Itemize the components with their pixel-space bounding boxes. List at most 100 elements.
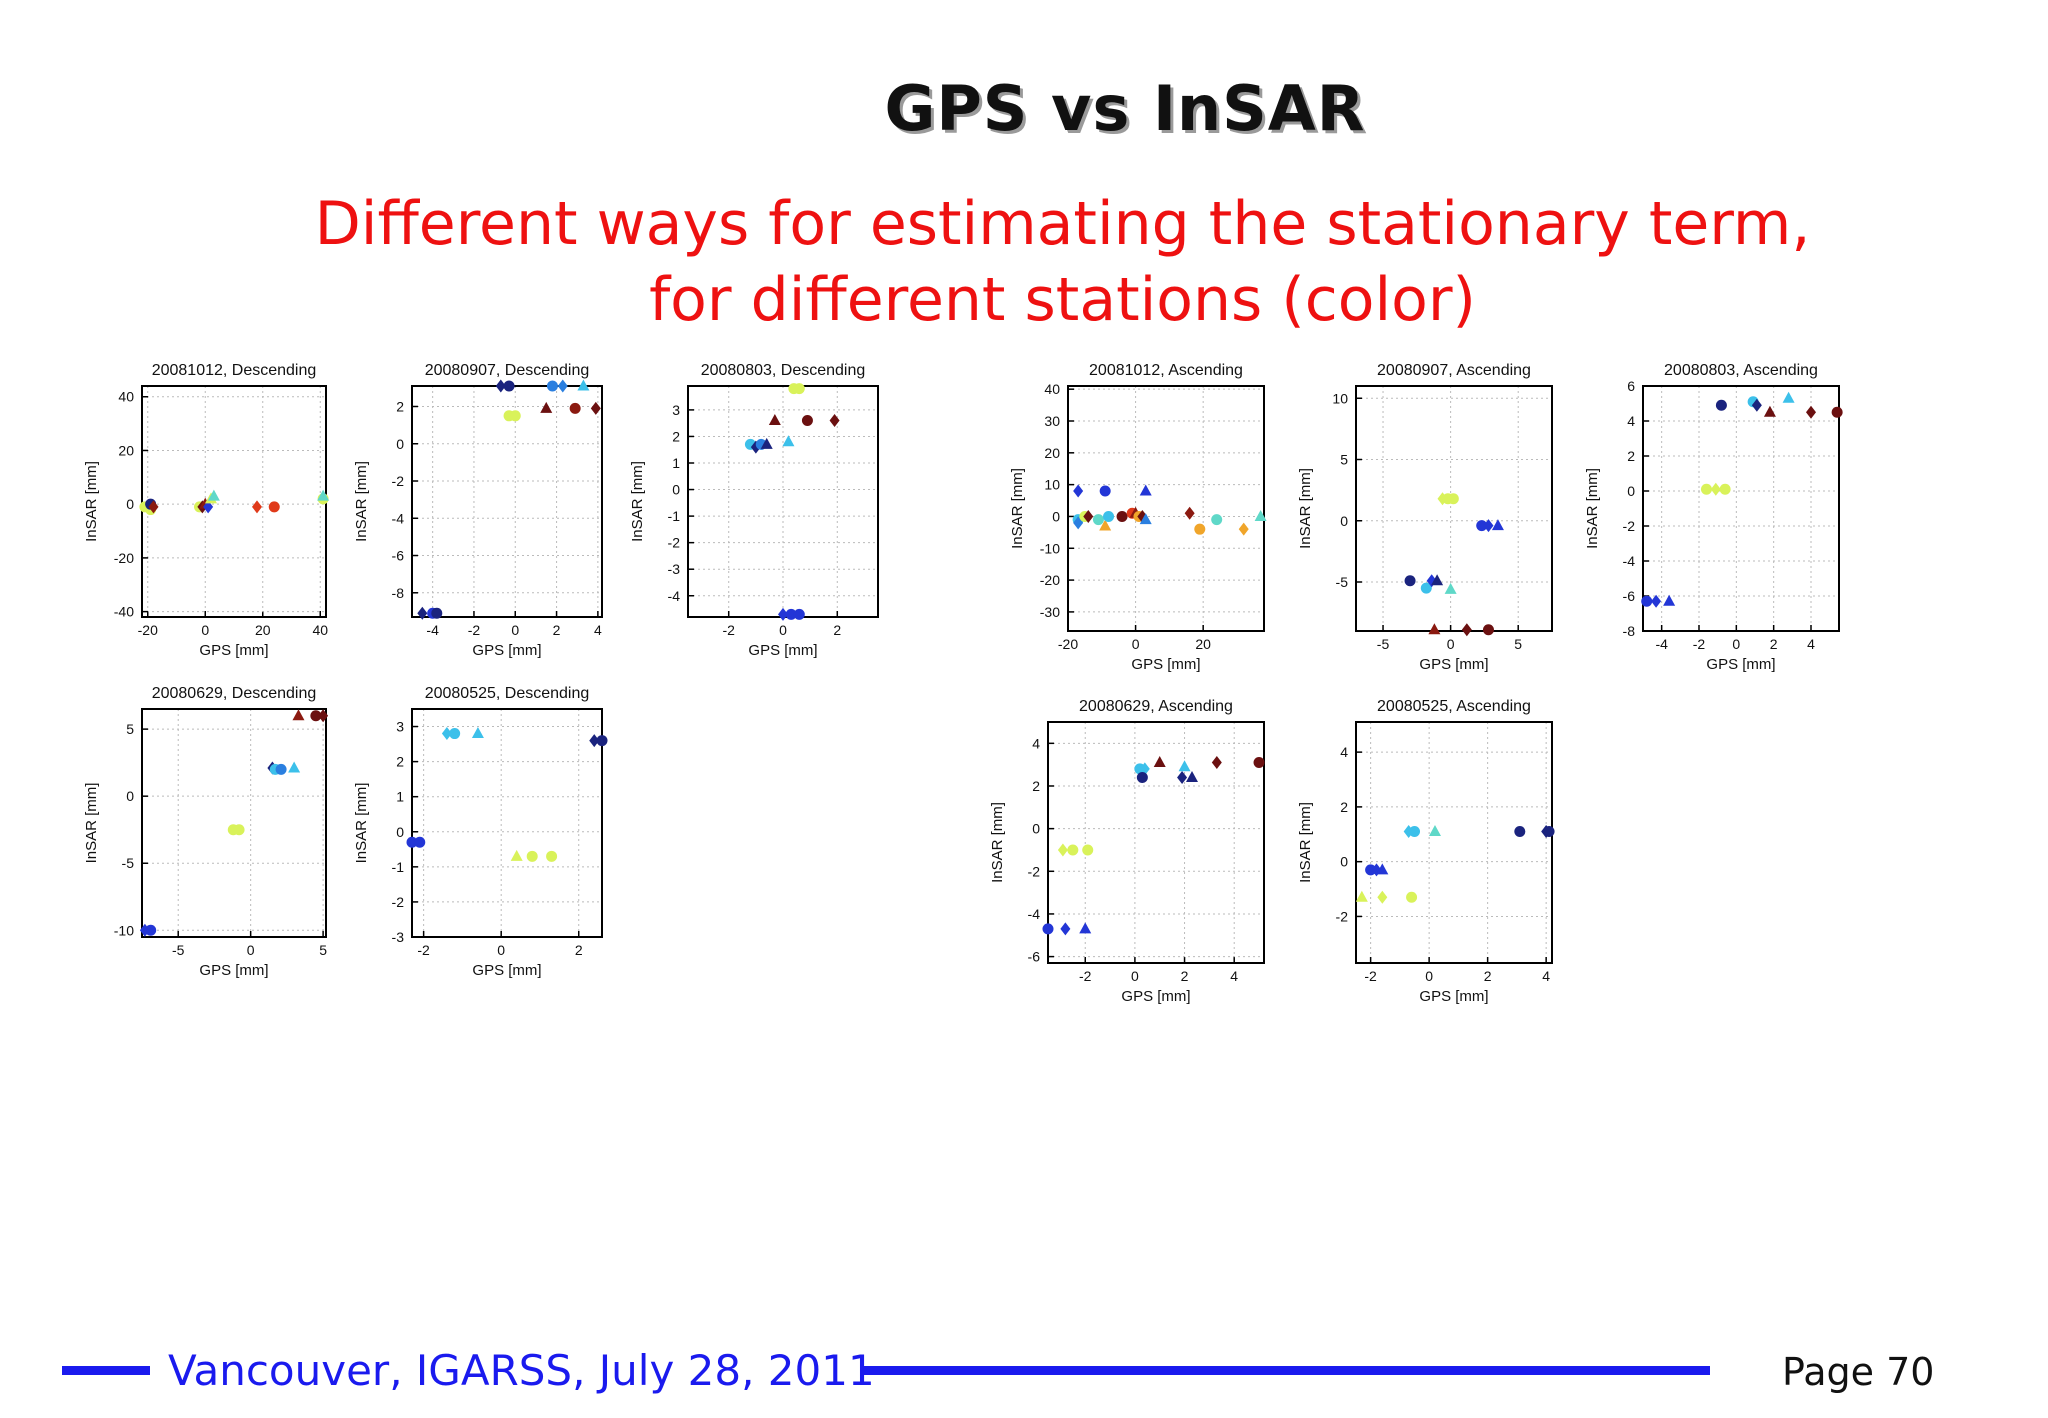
chart-6-xtick-label: -20: [1058, 636, 1078, 652]
chart-5-point-circle: [526, 850, 538, 862]
chart-4-xtick-label: 0: [247, 942, 255, 958]
chart-6-ytick-label: 30: [1044, 413, 1060, 429]
chart-3-ytick-label: -4: [668, 588, 681, 604]
chart-4-ytick-label: -10: [114, 922, 134, 938]
chart-8-xtick-label: 4: [1807, 636, 1815, 652]
chart-7-ytick-label: 5: [1340, 452, 1348, 468]
chart-1-xtick-label: 40: [312, 622, 328, 638]
chart-8-point-circle: [1641, 595, 1653, 607]
chart-3-xlabel: GPS [mm]: [748, 642, 817, 659]
chart-8-frame: [1642, 385, 1840, 632]
chart-1-xtick-label: 0: [201, 622, 209, 638]
chart-8-xtick-label: -2: [1693, 636, 1706, 652]
chart-10-xtick-label: 0: [1425, 968, 1433, 984]
chart-9-xtick-label: 0: [1131, 968, 1139, 984]
chart-7-point-triangle: [1491, 519, 1504, 531]
chart-5-ytick-label: 2: [396, 754, 404, 770]
page-number: Page 70: [1782, 1350, 1935, 1394]
chart-10-ytick-label: 2: [1340, 799, 1348, 815]
chart-7-point-circle: [1420, 582, 1432, 594]
chart-1-ytick-label: -40: [114, 604, 134, 620]
chart-9-point-circle: [1082, 844, 1094, 856]
chart-3-ylabel: InSAR [mm]: [629, 461, 646, 542]
chart-8-point-triangle: [1763, 405, 1776, 417]
chart-8-xtick-label: 0: [1732, 636, 1740, 652]
chart-8-ytick-label: -6: [1623, 588, 1636, 604]
subtitle-line-2: for different stations (color): [649, 265, 1476, 335]
chart-2-point-triangle: [540, 401, 553, 413]
chart-7-point-diamond: [1461, 623, 1472, 637]
chart-8-ytick-label: 2: [1627, 448, 1635, 464]
chart-10-xtick-label: -2: [1364, 968, 1377, 984]
chart-10-point-circle: [1365, 864, 1377, 876]
chart-7-xtick-label: -5: [1377, 636, 1390, 652]
chart-10-xtick-label: 2: [1484, 968, 1492, 984]
chart-1-point-diamond: [252, 500, 262, 514]
chart-6-point-diamond: [1184, 506, 1195, 520]
chart-4-xtick-label: 5: [319, 942, 327, 958]
chart-8-point-triangle: [1782, 391, 1795, 403]
chart-3-point-circle: [793, 383, 805, 395]
chart-3-xtick-label: 2: [833, 622, 841, 638]
chart-9-ylabel: InSAR [mm]: [989, 802, 1006, 883]
chart-7-point-diamond: [1483, 519, 1494, 533]
chart-4-point-triangle: [292, 709, 305, 721]
footer-line-right: [860, 1366, 1710, 1375]
chart-3-title: 20080803, Descending: [701, 362, 866, 379]
chart-7-title: 20080907, Ascending: [1377, 362, 1531, 379]
chart-1-ytick-label: 40: [118, 389, 134, 405]
chart-3-point-circle: [793, 608, 805, 620]
chart-5-ytick-label: 1: [396, 789, 404, 805]
chart-10-point-diamond: [1377, 890, 1388, 904]
chart-3-ytick-label: 2: [672, 428, 680, 444]
chart-10-point-circle: [1514, 826, 1526, 838]
chart-3-point-circle: [801, 415, 813, 427]
chart-1-frame: [141, 385, 327, 618]
chart-1-point-diamond: [203, 500, 214, 514]
chart-4-ytick-label: -5: [122, 855, 135, 871]
chart-3-ytick-label: -1: [668, 508, 681, 524]
chart-9-ytick-label: -2: [1028, 863, 1041, 879]
chart-4-frame: [141, 708, 327, 938]
chart-8-ytick-label: -8: [1623, 623, 1636, 639]
chart-10-point-triangle: [1376, 863, 1389, 875]
chart-6-ytick-label: -20: [1040, 572, 1060, 588]
chart-10-xlabel: GPS [mm]: [1419, 988, 1488, 1005]
chart-6-point-diamond: [1238, 522, 1249, 536]
chart-4-point-triangle: [288, 761, 301, 773]
chart-6-point-circle: [1092, 514, 1104, 526]
chart-2-ylabel: InSAR [mm]: [353, 461, 370, 542]
chart-5-point-diamond: [589, 734, 600, 748]
chart-8-ytick-label: 0: [1627, 483, 1635, 499]
chart-2-point-diamond: [495, 379, 506, 393]
chart-10-ylabel: InSAR [mm]: [1297, 802, 1314, 883]
chart-1-title: 20081012, Descending: [152, 362, 317, 379]
chart-6-point-diamond: [1083, 509, 1094, 523]
chart-8-xtick-label: 2: [1770, 636, 1778, 652]
chart-7-point-circle: [1447, 493, 1459, 505]
chart-5-title: 20080525, Descending: [425, 685, 590, 702]
chart-3-ytick-label: -2: [668, 535, 681, 551]
chart-9-title: 20080629, Ascending: [1079, 698, 1233, 715]
chart-9-point-triangle: [1153, 756, 1166, 768]
chart-4-point-circle: [233, 824, 245, 836]
chart-7-ytick-label: 10: [1332, 390, 1348, 406]
chart-6-point-diamond: [1073, 484, 1084, 498]
chart-4-xtick-label: -5: [172, 942, 185, 958]
chart-7-point-circle: [1404, 575, 1416, 587]
chart-5-point-circle: [449, 728, 461, 740]
chart-6-point-triangle: [1099, 519, 1112, 531]
chart-3-ytick-label: 1: [672, 455, 680, 471]
chart-9-xtick-label: 2: [1181, 968, 1189, 984]
chart-8-point-circle: [1700, 483, 1712, 495]
chart-6-xtick-label: 20: [1195, 636, 1211, 652]
chart-4-ylabel: InSAR [mm]: [83, 783, 100, 864]
chart-10-point-circle: [1409, 826, 1421, 838]
chart-1-point-triangle: [207, 489, 220, 501]
chart-6-xlabel: GPS [mm]: [1131, 656, 1200, 673]
chart-10-title: 20080525, Ascending: [1377, 698, 1531, 715]
chart-6-ytick-label: 20: [1044, 445, 1060, 461]
chart-7-xlabel: GPS [mm]: [1419, 656, 1488, 673]
chart-8-point-triangle: [1663, 594, 1676, 606]
